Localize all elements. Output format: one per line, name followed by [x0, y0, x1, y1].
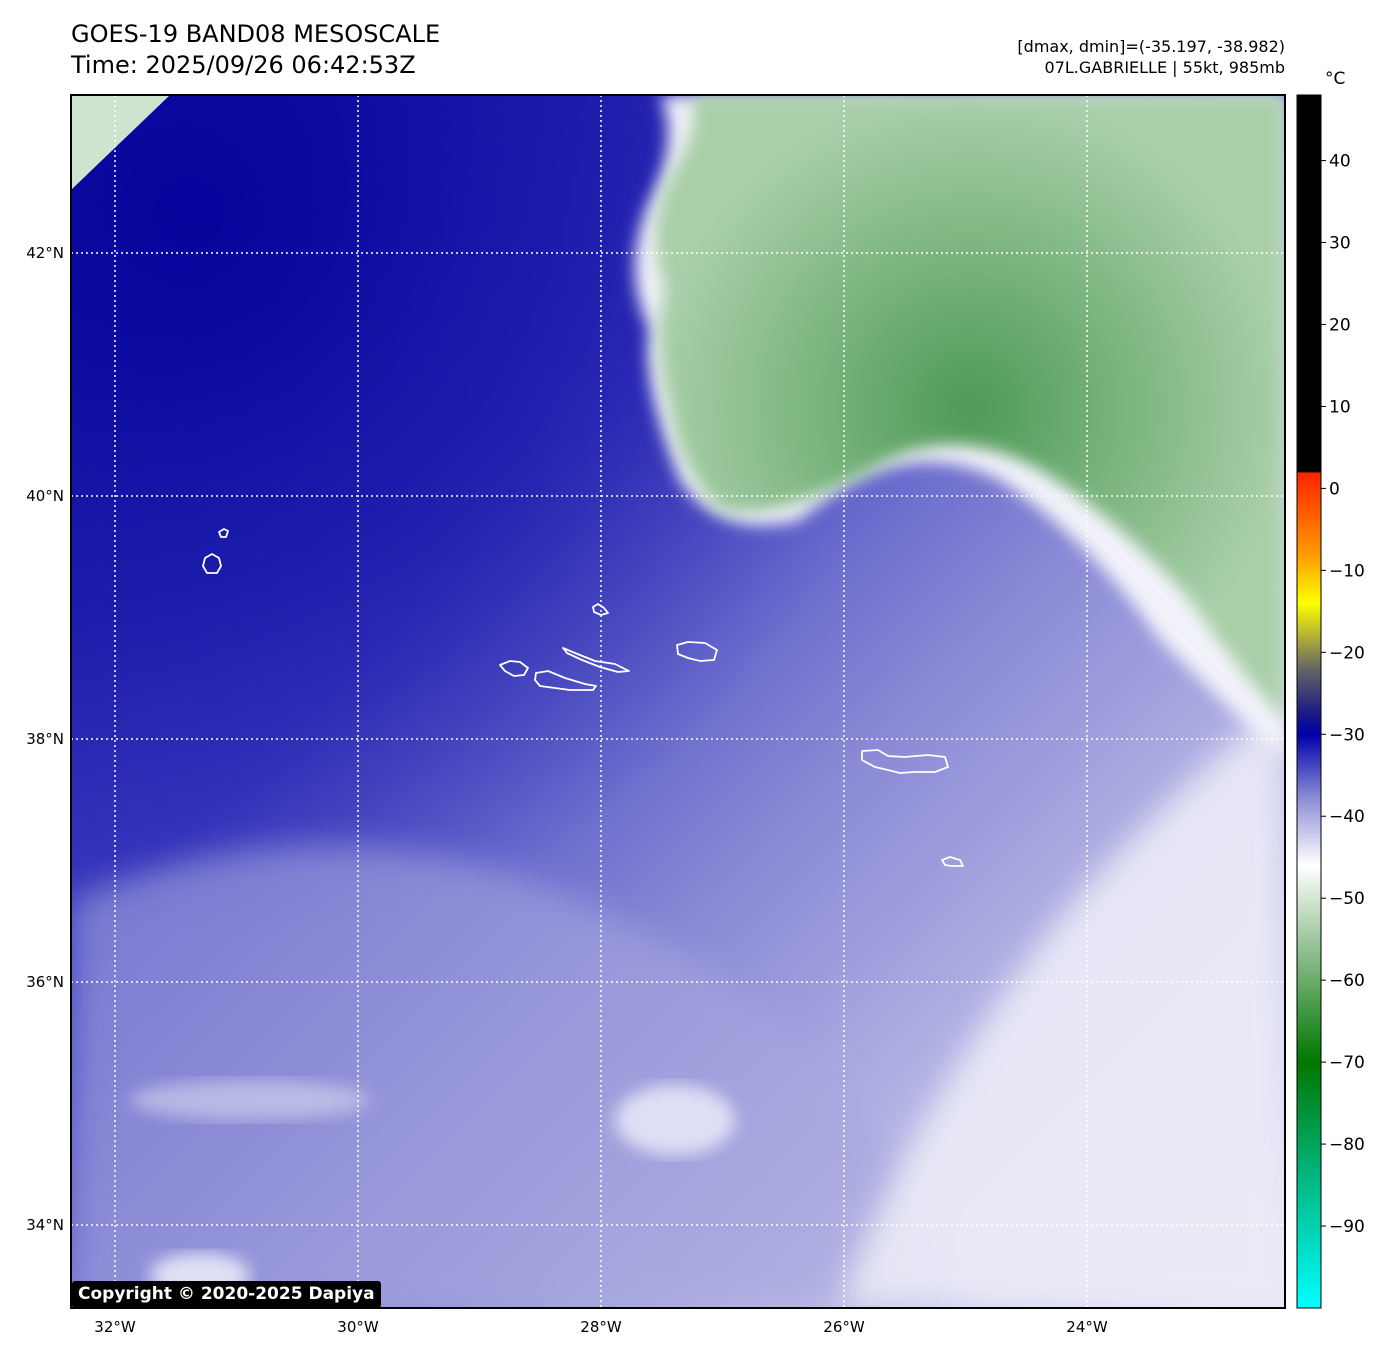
lon-label: 30°W	[337, 1318, 379, 1336]
colorbar-tick-label: −90	[1329, 1217, 1365, 1237]
lon-label: 24°W	[1066, 1318, 1108, 1336]
lon-label: 26°W	[823, 1318, 865, 1336]
map-title: GOES-19 BAND08 MESOSCALE	[71, 20, 441, 48]
map-frame	[70, 94, 1286, 1309]
lat-label: 40°N	[26, 487, 64, 505]
map-timestamp: Time: 2025/09/26 06:42:53Z	[71, 51, 416, 79]
colorbar-tick-label: 30	[1329, 234, 1351, 254]
colorbar-tick-label: −20	[1329, 643, 1365, 663]
colorbar-tick-label: −10	[1329, 561, 1365, 581]
island-sao-jorge	[562, 647, 630, 673]
colorbar-tick-label: −80	[1329, 1135, 1365, 1155]
island-flores	[202, 553, 222, 574]
lon-label: 32°W	[94, 1318, 136, 1336]
lat-label: 38°N	[26, 730, 64, 748]
graticule	[71, 95, 1285, 1308]
colorbar-tick-label: −40	[1329, 807, 1365, 827]
colorbar-unit: °C	[1325, 69, 1345, 89]
island-faial	[499, 660, 529, 677]
storm-info-text: 07L.GABRIELLE | 55kt, 985mb	[1044, 58, 1285, 77]
colorbar: °C 40 30 20 10 0 −10 −20 −30 −40 −50 −60 −70 −80 −90	[1296, 69, 1365, 1309]
colorbar-tick-label: −70	[1329, 1053, 1365, 1073]
colorbar-tick-label: 0	[1329, 479, 1340, 499]
colorbar-tick-label: 10	[1329, 397, 1351, 417]
longitude-labels: 32°W 30°W 28°W 26°W 24°W	[94, 1318, 1108, 1336]
colorbar-ticks: 40 30 20 10 0 −10 −20 −30 −40 −50 −60 −70 −80 −90	[1321, 152, 1365, 1237]
latitude-labels: 42°N 40°N 38°N 36°N 34°N	[26, 244, 64, 1234]
island-pico	[534, 670, 597, 691]
lat-label: 42°N	[26, 244, 64, 262]
island-graciosa	[592, 603, 609, 616]
data-range-text: [dmax, dmin]=(-35.197, -38.982)	[1017, 37, 1285, 56]
lon-label: 28°W	[580, 1318, 622, 1336]
colorbar-tick-label: −60	[1329, 971, 1365, 991]
coastlines	[202, 528, 964, 867]
colorbar-tick-label: −30	[1329, 725, 1365, 745]
island-terceira	[676, 641, 718, 662]
copyright-badge: Copyright © 2020-2025 Dapiya	[72, 1281, 381, 1308]
colorbar-tick-label: 40	[1329, 152, 1351, 172]
island-corvo	[218, 528, 229, 538]
lat-label: 36°N	[26, 973, 64, 991]
island-sao-miguel	[861, 749, 949, 774]
island-santa-maria	[941, 856, 964, 867]
lat-label: 34°N	[26, 1216, 64, 1234]
imagery-layer	[71, 95, 1285, 1308]
colorbar-tick-label: 20	[1329, 315, 1351, 335]
colorbar-tick-label: −50	[1329, 889, 1365, 909]
